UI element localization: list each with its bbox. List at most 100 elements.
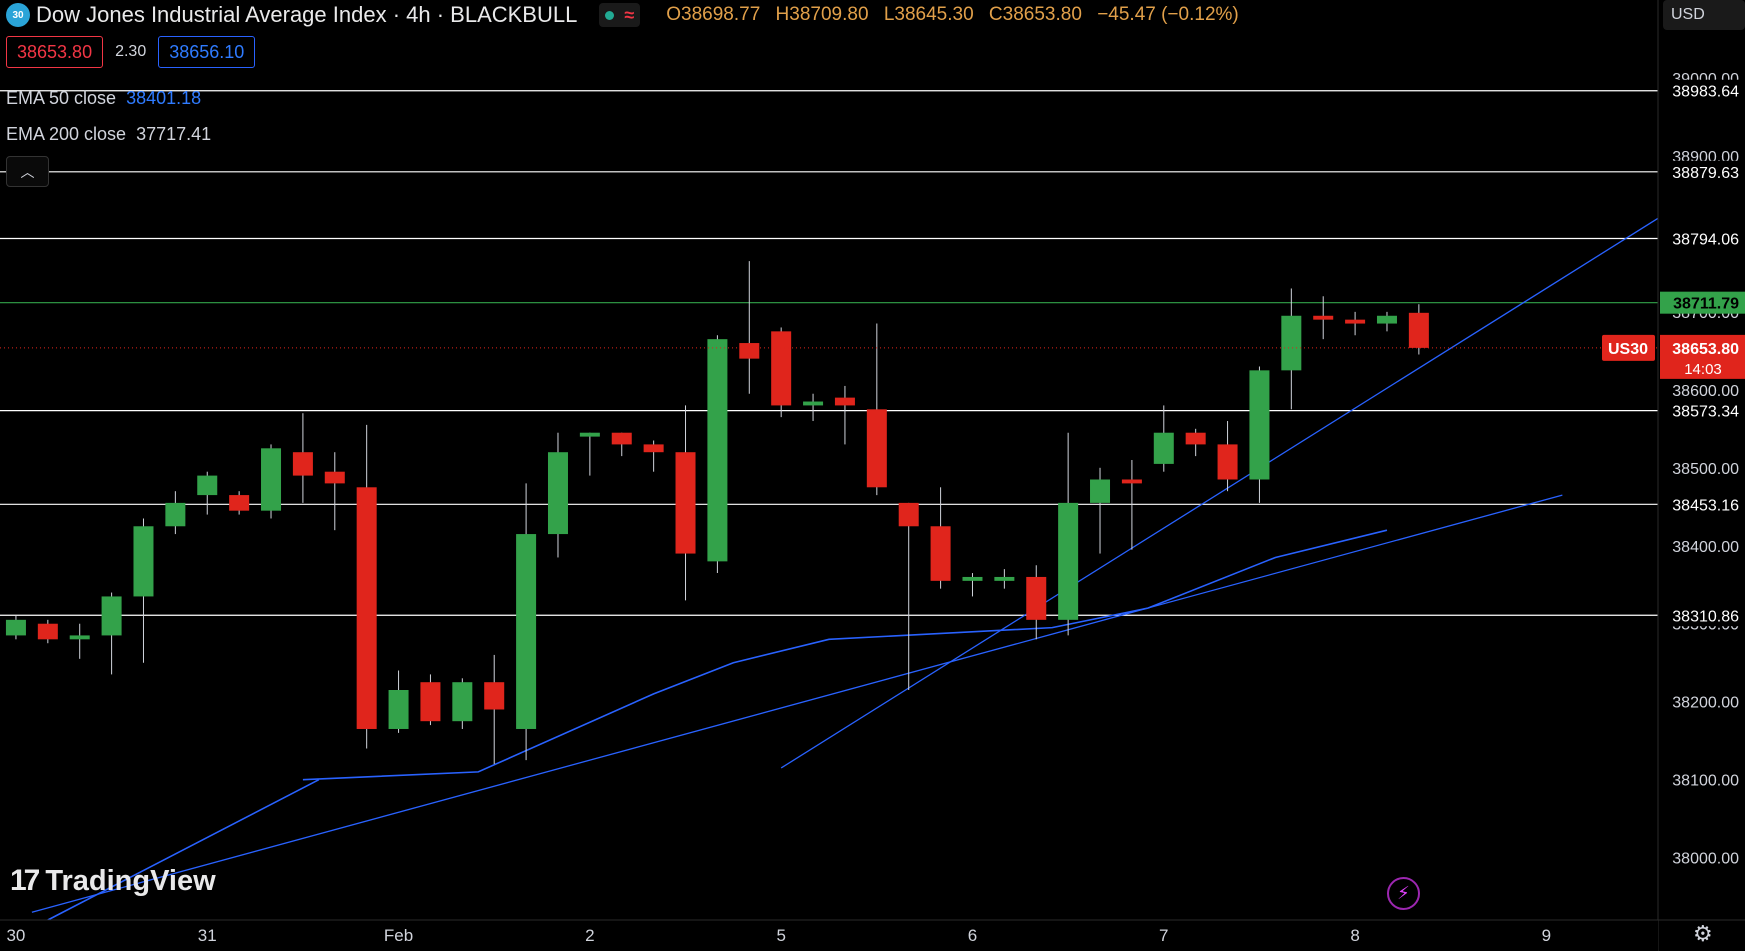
candle (1121, 460, 1142, 550)
candle (1281, 288, 1302, 410)
candle (771, 327, 792, 418)
candle-body (771, 331, 792, 406)
candle-body (1153, 432, 1174, 464)
candle (962, 573, 983, 597)
candle (484, 654, 505, 765)
candle-body (707, 339, 728, 562)
ema200-legend[interactable]: EMA 200 close 37717.41 (6, 124, 211, 145)
level-tag-bg (1660, 291, 1745, 314)
trendlines (31, 217, 1659, 913)
level-tag-bg (1660, 160, 1745, 183)
time-tick: 31 (198, 926, 217, 945)
time-axis-bg (0, 920, 1658, 951)
buy-button[interactable]: 38656.10 (158, 36, 256, 68)
tradingview-wordmark: TradingView (45, 864, 216, 897)
ema50-line (302, 529, 1388, 781)
current-price-tag: 38653.80 (1672, 341, 1739, 358)
candle (643, 440, 664, 472)
candle (675, 405, 696, 601)
candle-body (1217, 444, 1238, 480)
ema200-line (47, 778, 320, 921)
price-tick: 38200.00 (1672, 695, 1739, 712)
tradingview-mark-icon: 17 (10, 864, 40, 897)
candle-body (165, 502, 186, 527)
candle (803, 393, 824, 422)
symbol-tag: US30 (1608, 341, 1648, 358)
candle-body (930, 526, 951, 581)
candle-body (420, 682, 441, 722)
tradingview-logo[interactable]: 17 TradingView (10, 864, 216, 898)
candle-body (803, 401, 824, 406)
candle (5, 615, 26, 640)
candle (1345, 311, 1366, 336)
ema200-value: 37717.41 (136, 124, 212, 144)
change-value: −45.47 (−0.12%) (1097, 4, 1239, 25)
price-tick: 38600.00 (1672, 383, 1739, 400)
time-tick: 2 (585, 926, 594, 945)
high-label: H (775, 4, 790, 25)
candle (994, 569, 1015, 589)
candle (1185, 428, 1206, 457)
candle (516, 483, 537, 761)
currency-selector[interactable]: USD (1663, 0, 1745, 30)
candle (1217, 421, 1238, 492)
time-axis: 30 31 Feb 2 5 6 7 8 9 (0, 919, 1745, 951)
level-tag-0: 38983.64 (1672, 84, 1739, 101)
candle (1376, 311, 1397, 332)
collapse-legend-button[interactable]: ︿ (6, 156, 49, 187)
data-wave-icon: ≈ (624, 4, 635, 25)
candle-body (69, 635, 90, 640)
candle (1090, 467, 1111, 554)
candle (1249, 366, 1270, 503)
lightning-icon[interactable]: ⚡ (1387, 877, 1420, 910)
candle (739, 261, 760, 394)
candle (197, 471, 218, 515)
candle (292, 413, 313, 503)
symbol-badge-icon[interactable]: 30 (6, 3, 30, 27)
candle (579, 432, 600, 476)
symbol-tag-bg (1602, 334, 1655, 361)
candle (229, 491, 250, 515)
candle (37, 619, 58, 644)
gear-icon[interactable]: ⚙ (1693, 921, 1713, 946)
candle-body (261, 448, 282, 511)
price-axis-bg (1658, 0, 1745, 951)
sell-button[interactable]: 38653.80 (6, 36, 104, 68)
candle-body (1090, 479, 1111, 503)
price-tick: 38400.00 (1672, 539, 1739, 556)
candle-body (356, 487, 377, 729)
time-tick: Feb (384, 926, 413, 945)
candle-body (1376, 315, 1397, 324)
price-tick: 38100.00 (1672, 773, 1739, 790)
candle-body (1313, 315, 1334, 320)
chart-title[interactable]: Dow Jones Industrial Average Index · 4h … (36, 2, 578, 27)
candle-body (484, 682, 505, 710)
candle-body (994, 576, 1015, 581)
candle-body (388, 690, 409, 729)
candle-body (1185, 432, 1206, 445)
price-axis: 38000.0038100.0038200.0038300.0038400.00… (1602, 0, 1745, 951)
candle (1153, 405, 1174, 472)
ema50-label: EMA 50 close (6, 88, 117, 108)
level-tag-bg (1660, 399, 1745, 422)
low-label: L (883, 4, 895, 25)
candle (165, 491, 186, 535)
ema200-label: EMA 200 close (6, 124, 127, 144)
candles (5, 261, 1429, 765)
candle (324, 452, 345, 531)
market-status[interactable]: ≈ (599, 3, 641, 27)
candle-body (1249, 370, 1270, 480)
level-tag-4: 38573.34 (1672, 404, 1739, 421)
candle-body (1408, 312, 1429, 348)
candle (69, 623, 90, 659)
open-label: O (666, 4, 682, 25)
low-value: 38645.30 (894, 4, 974, 25)
time-tick: 8 (1350, 926, 1359, 945)
time-tick: 5 (776, 926, 785, 945)
ema50-legend[interactable]: EMA 50 close 38401.18 (6, 88, 201, 109)
candle (707, 335, 728, 574)
candle-body (1026, 576, 1047, 620)
price-tick: 38000.00 (1672, 851, 1739, 868)
candle-body (579, 432, 600, 437)
